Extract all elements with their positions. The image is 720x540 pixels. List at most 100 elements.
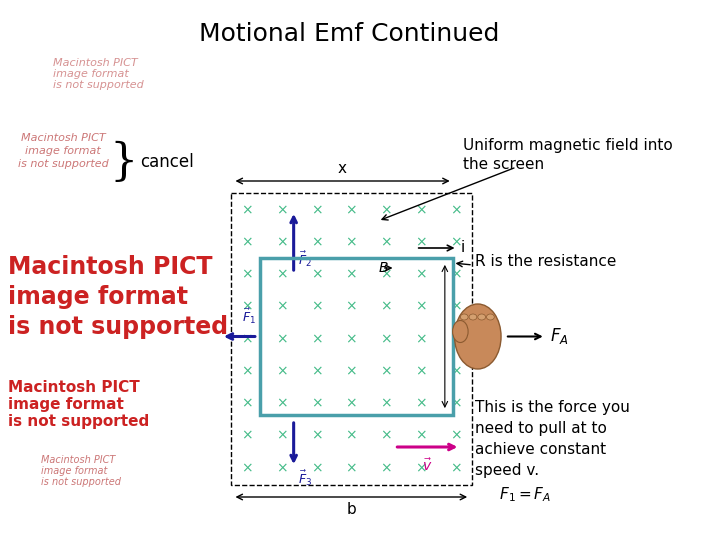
Text: ×: × — [380, 364, 392, 378]
Text: ×: × — [450, 300, 462, 314]
Text: ×: × — [380, 461, 392, 475]
Ellipse shape — [487, 314, 494, 320]
Text: ×: × — [415, 267, 426, 281]
Text: Macintosh PICT: Macintosh PICT — [8, 380, 140, 395]
Text: ×: × — [346, 332, 357, 346]
Text: image format: image format — [53, 69, 129, 79]
Text: ×: × — [450, 235, 462, 249]
Text: Uniform magnetic field into
the screen: Uniform magnetic field into the screen — [463, 138, 673, 172]
Text: ×: × — [415, 396, 426, 410]
Text: ×: × — [346, 300, 357, 314]
Text: ×: × — [311, 461, 323, 475]
Text: ×: × — [346, 364, 357, 378]
Text: ×: × — [415, 364, 426, 378]
Text: ×: × — [380, 203, 392, 217]
Text: ×: × — [241, 396, 253, 410]
Text: ×: × — [241, 461, 253, 475]
Ellipse shape — [469, 314, 477, 320]
Text: ×: × — [450, 332, 462, 346]
Text: $\vec{F}_2$: $\vec{F}_2$ — [297, 249, 312, 269]
Text: Macintosh PICT: Macintosh PICT — [8, 255, 212, 279]
Text: ×: × — [311, 332, 323, 346]
Text: ×: × — [276, 364, 288, 378]
Text: ×: × — [380, 396, 392, 410]
Text: ×: × — [450, 461, 462, 475]
Text: ×: × — [346, 203, 357, 217]
Text: ×: × — [311, 267, 323, 281]
Text: is not supported: is not supported — [53, 80, 144, 90]
Text: ×: × — [241, 364, 253, 378]
Text: ×: × — [311, 429, 323, 443]
Ellipse shape — [454, 304, 501, 369]
Text: ×: × — [380, 332, 392, 346]
Bar — [260, 258, 453, 415]
Text: ×: × — [346, 267, 357, 281]
Text: $\vec{F}_3$: $\vec{F}_3$ — [297, 469, 312, 488]
Text: ×: × — [450, 203, 462, 217]
Text: is not supported: is not supported — [17, 159, 109, 169]
Text: L: L — [451, 329, 459, 343]
Text: ×: × — [415, 235, 426, 249]
Text: ×: × — [415, 300, 426, 314]
Text: ×: × — [276, 396, 288, 410]
Text: ×: × — [241, 332, 253, 346]
Text: ×: × — [415, 429, 426, 443]
Text: ×: × — [241, 203, 253, 217]
Bar — [230, 193, 472, 485]
Text: ×: × — [380, 235, 392, 249]
Text: b: b — [346, 502, 356, 517]
Text: ×: × — [450, 267, 462, 281]
Text: Motional Emf Continued: Motional Emf Continued — [199, 22, 499, 46]
Text: Macintosh PICT: Macintosh PICT — [21, 133, 105, 143]
Ellipse shape — [460, 314, 468, 320]
Text: }: } — [110, 140, 138, 184]
Text: ×: × — [380, 429, 392, 443]
Text: image format: image format — [25, 146, 101, 156]
Text: ×: × — [346, 429, 357, 443]
Text: ×: × — [311, 396, 323, 410]
Text: image format: image format — [41, 466, 107, 476]
Text: Macintosh PICT: Macintosh PICT — [53, 58, 138, 68]
Text: ×: × — [415, 203, 426, 217]
Text: ×: × — [311, 235, 323, 249]
Text: ×: × — [450, 364, 462, 378]
Text: This is the force you
need to pull at to
achieve constant
speed v.
     $F_1=F_A: This is the force you need to pull at to… — [475, 400, 630, 504]
Text: ×: × — [241, 300, 253, 314]
Text: ×: × — [346, 461, 357, 475]
Ellipse shape — [478, 314, 485, 320]
Text: ×: × — [276, 429, 288, 443]
Text: ×: × — [311, 203, 323, 217]
Text: ×: × — [450, 396, 462, 410]
Text: ×: × — [276, 267, 288, 281]
Text: $B$: $B$ — [378, 261, 389, 275]
Text: is not supported: is not supported — [8, 414, 149, 429]
Text: ×: × — [415, 461, 426, 475]
Ellipse shape — [453, 321, 468, 342]
Text: is not supported: is not supported — [8, 315, 228, 339]
Text: x: x — [337, 161, 346, 176]
Text: Macintosh PICT: Macintosh PICT — [41, 455, 115, 465]
Text: image format: image format — [8, 285, 188, 309]
Text: $\vec{F}_1$: $\vec{F}_1$ — [242, 307, 256, 327]
Text: ×: × — [415, 332, 426, 346]
Text: is not supported: is not supported — [41, 477, 121, 487]
Text: image format: image format — [8, 397, 124, 412]
Text: ×: × — [380, 300, 392, 314]
Text: ×: × — [241, 235, 253, 249]
Text: ×: × — [311, 364, 323, 378]
Text: R is the resistance: R is the resistance — [475, 254, 616, 269]
Text: ×: × — [241, 267, 253, 281]
Text: i: i — [460, 240, 464, 255]
Text: ×: × — [276, 332, 288, 346]
Text: cancel: cancel — [140, 153, 194, 171]
Text: ×: × — [346, 235, 357, 249]
Text: ×: × — [311, 300, 323, 314]
Text: ×: × — [450, 429, 462, 443]
Text: ×: × — [276, 461, 288, 475]
Text: ×: × — [346, 396, 357, 410]
Text: ×: × — [276, 235, 288, 249]
Text: ×: × — [276, 203, 288, 217]
Text: $\vec{v}$: $\vec{v}$ — [422, 457, 433, 474]
Text: ×: × — [276, 300, 288, 314]
Text: ×: × — [241, 429, 253, 443]
